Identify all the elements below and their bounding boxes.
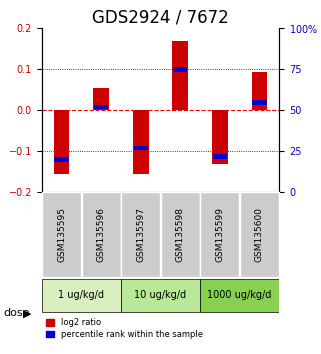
Bar — [252, 72, 267, 110]
Text: 1 ug/kg/d: 1 ug/kg/d — [58, 290, 104, 301]
Bar — [94, 104, 108, 109]
Bar — [172, 41, 188, 110]
Bar — [133, 110, 149, 174]
Text: 10 ug/kg/d: 10 ug/kg/d — [134, 290, 187, 301]
Text: GSM135597: GSM135597 — [136, 207, 145, 262]
FancyBboxPatch shape — [200, 279, 279, 312]
FancyBboxPatch shape — [240, 192, 279, 276]
Text: 1000 ug/kg/d: 1000 ug/kg/d — [207, 290, 272, 301]
FancyBboxPatch shape — [201, 192, 239, 276]
Title: GDS2924 / 7672: GDS2924 / 7672 — [92, 9, 229, 27]
FancyBboxPatch shape — [42, 279, 121, 312]
Text: GSM135595: GSM135595 — [57, 207, 66, 262]
Bar — [93, 88, 109, 110]
Legend: log2 ratio, percentile rank within the sample: log2 ratio, percentile rank within the s… — [46, 318, 203, 339]
Bar — [134, 145, 148, 150]
Text: GSM135598: GSM135598 — [176, 207, 185, 262]
Text: GSM135599: GSM135599 — [215, 207, 224, 262]
Bar — [212, 110, 228, 164]
Bar — [213, 154, 227, 159]
FancyBboxPatch shape — [121, 192, 160, 276]
Bar — [54, 110, 69, 174]
Bar — [54, 157, 69, 162]
Text: GSM135600: GSM135600 — [255, 207, 264, 262]
Bar — [252, 100, 267, 104]
Text: GSM135596: GSM135596 — [97, 207, 106, 262]
Bar — [173, 67, 187, 72]
FancyBboxPatch shape — [42, 192, 81, 276]
FancyBboxPatch shape — [161, 192, 200, 276]
Text: ▶: ▶ — [22, 308, 31, 318]
FancyBboxPatch shape — [82, 192, 120, 276]
Text: dose: dose — [3, 308, 30, 318]
FancyBboxPatch shape — [121, 279, 200, 312]
